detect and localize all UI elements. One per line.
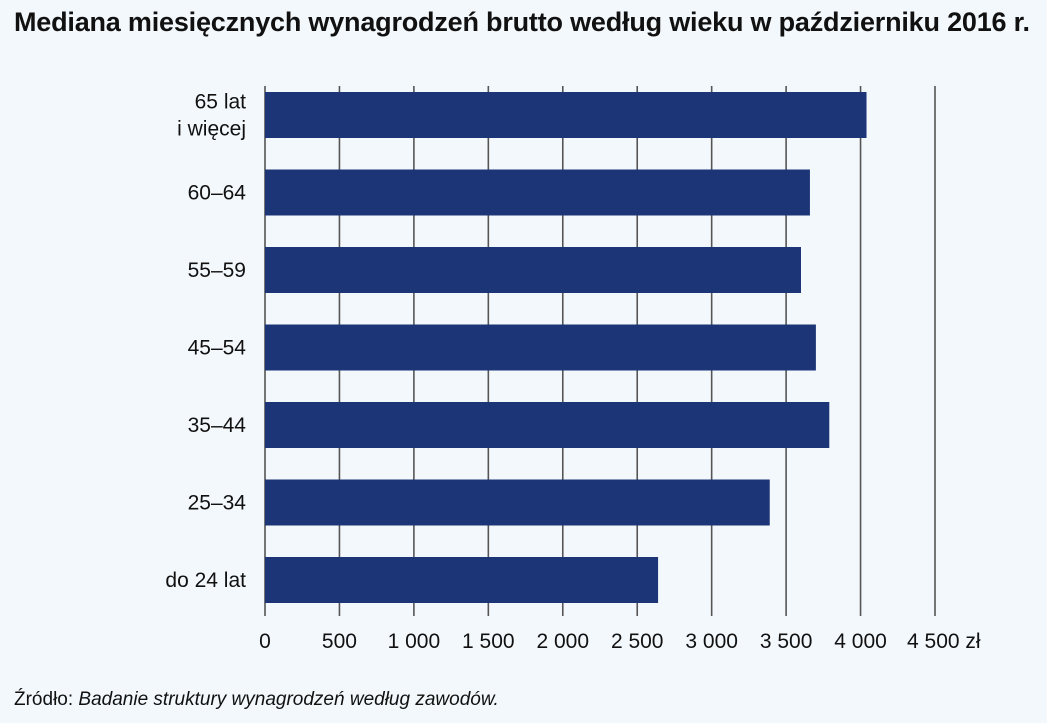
bar — [265, 324, 816, 371]
bar — [265, 402, 830, 448]
bar — [265, 557, 659, 603]
bar — [265, 479, 770, 526]
x-tick-label: 2 000 — [536, 630, 589, 653]
x-tick-label: 1 500 — [462, 630, 515, 653]
category-labels: 65 lat i więcej 60–64 55–59 45–54 35–44 25–34 d… — [165, 91, 246, 593]
source-note: Źródło: Badanie struktury wynagrodzeń we… — [14, 688, 499, 712]
category-label: 60–64 — [188, 182, 247, 205]
source-prefix: Źródło: — [14, 689, 74, 710]
bar — [265, 247, 801, 293]
category-label: do 24 lat — [165, 569, 246, 592]
x-tick-label: 4 500 zł — [907, 630, 981, 653]
category-label: 25–34 — [188, 492, 247, 515]
x-tick-label: 2 500 — [611, 630, 664, 653]
x-tick-labels: 0 500 1 000 1 500 2 000 2 500 3 000 3 500 4 000 4… — [259, 630, 981, 653]
x-tick-label: 3 500 — [760, 630, 813, 653]
bar-chart: 65 lat i więcej 60–64 55–59 45–54 35–44 25–34 d… — [165, 86, 981, 653]
category-label: 45–54 — [188, 337, 247, 360]
category-label: i więcej — [177, 118, 246, 141]
bars — [265, 92, 867, 603]
source-title: Badanie struktury wynagrodzeń według zaw… — [78, 689, 499, 710]
chart-title: Mediana miesięcznych wynagrodzeń brutto … — [14, 7, 1030, 37]
x-tick-label: 4 000 — [834, 630, 887, 653]
category-label: 35–44 — [188, 414, 247, 437]
x-tick-label: 500 — [322, 630, 357, 653]
x-tick-label: 0 — [259, 630, 271, 653]
category-label: 55–59 — [188, 259, 246, 282]
x-tick-label: 1 000 — [388, 630, 441, 653]
x-tick-label: 3 000 — [685, 630, 738, 653]
category-label: 65 lat — [195, 91, 247, 114]
bar — [265, 169, 810, 216]
bar — [265, 92, 867, 138]
